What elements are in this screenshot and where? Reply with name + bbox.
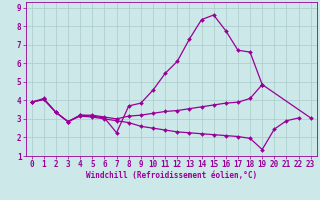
X-axis label: Windchill (Refroidissement éolien,°C): Windchill (Refroidissement éolien,°C) <box>86 171 257 180</box>
